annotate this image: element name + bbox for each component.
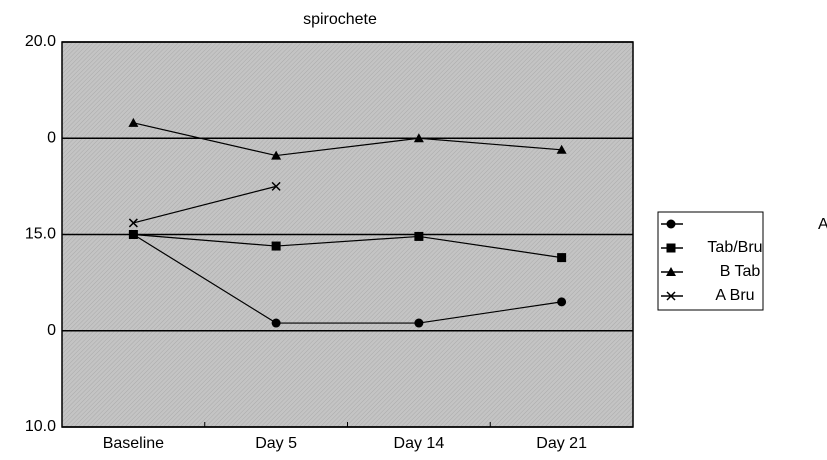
series-line bbox=[133, 233, 562, 324]
legend-label: A bbox=[818, 216, 827, 233]
marker bbox=[666, 267, 676, 276]
x-tick-label: Day 21 bbox=[536, 435, 587, 452]
marker bbox=[128, 218, 138, 228]
x-tick-label: Day 14 bbox=[394, 435, 445, 452]
marker bbox=[557, 297, 567, 307]
chart-title: spirochete bbox=[303, 11, 377, 28]
legend-label: Tab/Bru bbox=[707, 239, 762, 256]
y-tick-label: 15.0 bbox=[25, 226, 56, 243]
marker bbox=[128, 117, 139, 127]
x-tick-label: Baseline bbox=[103, 435, 164, 452]
x-tick-label: Day 5 bbox=[255, 435, 297, 452]
legend-label: A Bru bbox=[715, 287, 754, 304]
y-tick-label: 20.0 bbox=[25, 33, 56, 50]
marker bbox=[271, 150, 282, 160]
marker bbox=[271, 181, 281, 191]
marker bbox=[666, 291, 676, 301]
legend-label: B Tab bbox=[720, 263, 761, 280]
marker bbox=[557, 253, 567, 263]
series-line bbox=[133, 122, 562, 157]
y-tick-label: 10.0 bbox=[25, 418, 56, 435]
marker bbox=[556, 144, 567, 154]
marker bbox=[413, 133, 424, 143]
y-tick-label: 0 bbox=[47, 129, 56, 146]
legend-box bbox=[657, 211, 764, 311]
marker bbox=[128, 230, 138, 239]
series-line bbox=[133, 185, 277, 224]
marker bbox=[666, 243, 676, 253]
series-line bbox=[133, 233, 562, 259]
marker bbox=[414, 231, 424, 241]
marker bbox=[666, 219, 676, 229]
marker bbox=[271, 241, 281, 251]
y-tick-label: 0 bbox=[47, 322, 56, 339]
marker bbox=[414, 318, 424, 328]
marker bbox=[271, 318, 281, 328]
